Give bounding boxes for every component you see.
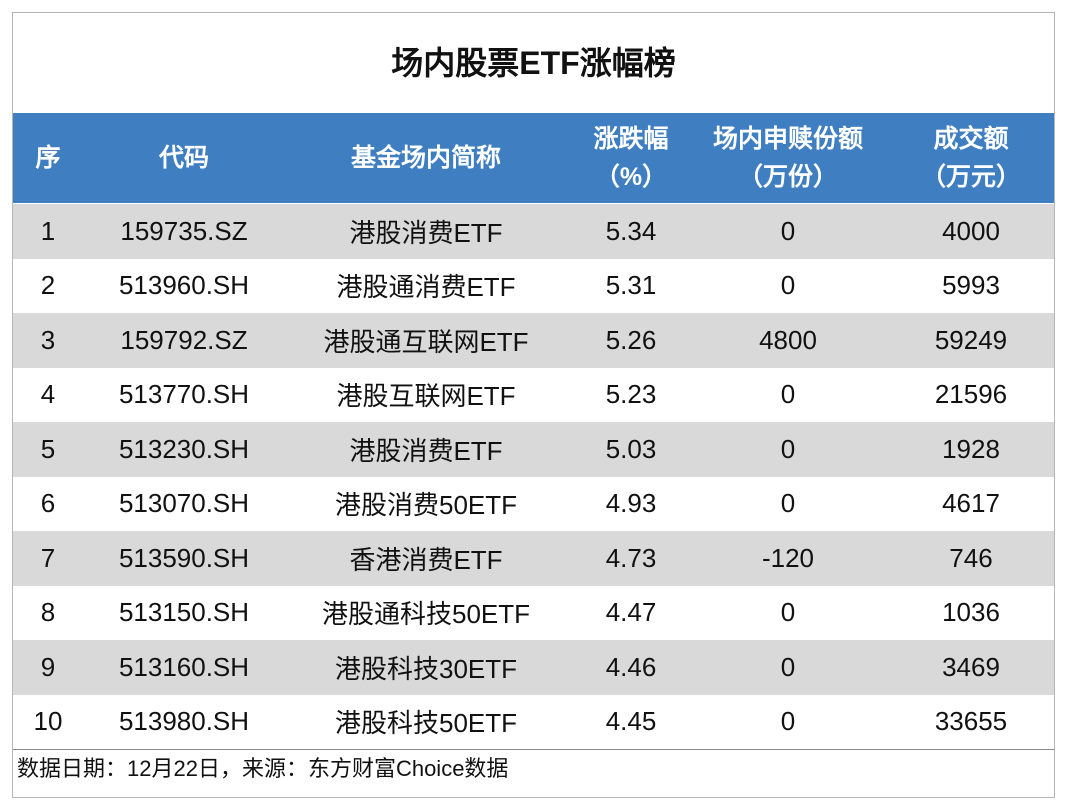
- table-cell: 5.03: [605, 433, 657, 464]
- header-cell: 场内申赎份额 （万份）: [688, 113, 888, 203]
- header-text: （万份）: [737, 163, 838, 191]
- table-cell: 0: [780, 706, 796, 737]
- table-cell: 港股消费50ETF: [334, 490, 518, 521]
- table-cell: 港股消费ETF: [349, 435, 503, 466]
- table-cell: 4.47: [605, 597, 657, 628]
- table-cell: 5993: [942, 270, 1000, 301]
- table-cell: 10: [33, 706, 63, 737]
- header-text: 代码: [158, 144, 209, 172]
- table-row: 7 513590.SH 香港消费ETF 4.73 -120 746: [13, 531, 1054, 586]
- table-frame: 场内股票ETF涨幅榜 序 代码 基金场内简称 涨跌幅 （%） 场内申赎份额 （万份） 成交额 （…: [12, 12, 1055, 798]
- table-cell: 香港消费ETF: [349, 544, 503, 575]
- table-cell: 港股通消费ETF: [336, 272, 516, 303]
- table-cell: 513980.SH: [118, 706, 250, 737]
- table-cell: 33655: [934, 706, 1008, 737]
- table-cell: 0: [780, 597, 796, 628]
- header-text: 涨跌幅: [593, 125, 669, 153]
- table-cell: 4.93: [605, 488, 657, 519]
- table-row: 2 513960.SH 港股通消费ETF 5.31 0 5993: [13, 259, 1054, 314]
- table-cell: 0: [780, 433, 796, 464]
- header-cell: 基金场内简称: [296, 113, 556, 203]
- header-text: （万元）: [920, 163, 1021, 191]
- table-cell: 3469: [942, 651, 1000, 682]
- table-cell: 513770.SH: [118, 379, 250, 410]
- table-cell: 513960.SH: [118, 270, 250, 301]
- header-cell: 序: [18, 113, 78, 203]
- table-cell: 746: [949, 542, 993, 573]
- table-cell: 21596: [934, 379, 1008, 410]
- table-cell: 9: [40, 651, 56, 682]
- table-cell: 0: [780, 215, 796, 246]
- table-cell: 513230.SH: [118, 433, 250, 464]
- header-text: 序: [35, 144, 61, 172]
- table-cell: 港股互联网ETF: [336, 381, 516, 412]
- table-row: 1 159735.SZ 港股消费ETF 5.34 0 4000: [13, 204, 1054, 259]
- table-row: 9 513160.SH 港股科技30ETF 4.46 0 3469: [13, 640, 1054, 695]
- header-text: 基金场内简称: [350, 144, 501, 172]
- header-text: （%）: [594, 163, 668, 191]
- table-cell: 513590.SH: [118, 542, 250, 573]
- table-cell: 6: [40, 488, 56, 519]
- footer: 数据日期：12月22日，来源：东方财富Choice数据: [13, 749, 1054, 799]
- table-cell: 5.23: [605, 379, 657, 410]
- table-cell: 港股消费ETF: [349, 217, 503, 248]
- table-cell: 59249: [934, 324, 1008, 355]
- table-cell: 港股通互联网ETF: [323, 326, 529, 357]
- table-cell: 3: [40, 324, 56, 355]
- table-cell: 513150.SH: [118, 597, 250, 628]
- table-cell: 4: [40, 379, 56, 410]
- table-cell: 159792.SZ: [120, 324, 248, 355]
- table-cell: 5.34: [605, 215, 657, 246]
- table-cell: 2: [40, 270, 56, 301]
- table-cell: 4800: [759, 324, 817, 355]
- table-cell: 港股通科技50ETF: [321, 599, 531, 630]
- table-cell: 0: [780, 651, 796, 682]
- table-cell: 513160.SH: [118, 651, 250, 682]
- table-cell: 0: [780, 379, 796, 410]
- header-text: 场内申赎份额: [712, 125, 863, 153]
- table-cell: 513070.SH: [118, 488, 250, 519]
- table-cell: 5.31: [605, 270, 657, 301]
- table-cell: 1928: [942, 433, 1000, 464]
- table-cell: 4.73: [605, 542, 657, 573]
- table-row: 3 159792.SZ 港股通互联网ETF 5.26 4800 59249: [13, 313, 1054, 368]
- table-cell: 港股科技50ETF: [334, 708, 518, 739]
- header-cell: 成交额 （万元）: [891, 113, 1051, 203]
- table-cell: 7: [40, 542, 56, 573]
- table-cell: 159735.SZ: [120, 215, 248, 246]
- table-row: 6 513070.SH 港股消费50ETF 4.93 0 4617: [13, 477, 1054, 532]
- header-text: 成交额: [933, 125, 1009, 153]
- table-cell: 4.45: [605, 706, 657, 737]
- table-cell: -120: [761, 542, 815, 573]
- header-cell: 涨跌幅 （%）: [571, 113, 691, 203]
- table-cell: 4.46: [605, 651, 657, 682]
- header-row: 序 代码 基金场内简称 涨跌幅 （%） 场内申赎份额 （万份） 成交额 （万元）: [13, 113, 1054, 203]
- table-cell: 0: [780, 270, 796, 301]
- title: 场内股票ETF涨幅榜: [391, 45, 676, 81]
- table-row: 5 513230.SH 港股消费ETF 5.03 0 1928: [13, 422, 1054, 477]
- table-cell: 4000: [942, 215, 1000, 246]
- table-cell: 1036: [942, 597, 1000, 628]
- table-cell: 4617: [942, 488, 1000, 519]
- table-row: 10 513980.SH 港股科技50ETF 4.45 0 33655: [13, 695, 1054, 750]
- table-cell: 5.26: [605, 324, 657, 355]
- table-cell: 8: [40, 597, 56, 628]
- header-cell: 代码: [84, 113, 284, 203]
- table-cell: 1: [40, 215, 56, 246]
- table-cell: 港股科技30ETF: [334, 653, 518, 684]
- table-cell: 0: [780, 488, 796, 519]
- table-row: 8 513150.SH 港股通科技50ETF 4.47 0 1036: [13, 586, 1054, 641]
- table-row: 4 513770.SH 港股互联网ETF 5.23 0 21596: [13, 368, 1054, 423]
- table-cell: 5: [40, 433, 56, 464]
